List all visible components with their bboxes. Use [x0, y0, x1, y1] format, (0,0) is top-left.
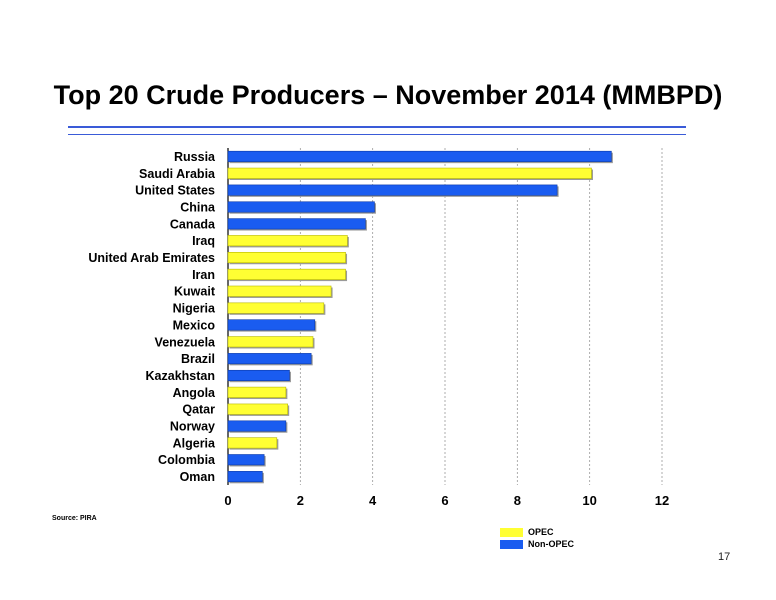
category-label: Norway — [170, 420, 215, 434]
category-label: Kazakhstan — [146, 369, 215, 383]
category-label: Algeria — [173, 436, 216, 450]
bar-united-arab-emirates — [227, 252, 346, 264]
category-label: Venezuela — [155, 335, 216, 349]
category-label: United Arab Emirates — [88, 251, 215, 265]
legend-item-non-opec: Non-OPEC — [500, 538, 574, 550]
bar-mexico — [227, 319, 316, 331]
bar-iran — [227, 268, 346, 280]
category-label: Iraq — [192, 234, 215, 248]
x-tick-label: 0 — [224, 493, 231, 508]
category-label: China — [180, 200, 216, 214]
x-tick-label: 12 — [655, 493, 669, 508]
bar-china — [227, 201, 375, 213]
category-label: Russia — [174, 150, 216, 164]
title-underline-thick — [68, 126, 686, 128]
grid-layer — [227, 148, 663, 485]
bar-venezuela — [227, 336, 314, 348]
bar-russia — [227, 150, 612, 162]
bar-kazakhstan — [227, 369, 290, 381]
bar-brazil — [227, 353, 312, 365]
legend: OPEC Non-OPEC — [500, 526, 574, 550]
title-underline-thin — [68, 134, 686, 135]
legend-swatch-non-opec — [500, 539, 523, 549]
page-title: Top 20 Crude Producers – November 2014 (… — [53, 80, 723, 110]
bar-norway — [227, 420, 287, 432]
bar-nigeria — [227, 302, 325, 314]
bar-qatar — [227, 403, 288, 415]
bar-layer — [227, 150, 613, 484]
source-note: Source: PIRA — [52, 515, 97, 522]
category-label: Qatar — [182, 403, 215, 417]
bar-angola — [227, 386, 287, 398]
x-tick-label: 6 — [441, 493, 448, 508]
category-label: Nigeria — [173, 302, 216, 316]
bar-canada — [227, 218, 366, 230]
legend-label-opec: OPEC — [528, 527, 554, 537]
category-label: Brazil — [181, 352, 215, 366]
legend-swatch-opec — [500, 527, 523, 537]
bar-saudi-arabia — [227, 167, 592, 179]
category-label: Mexico — [173, 318, 216, 332]
bar-algeria — [227, 437, 278, 449]
category-label: Canada — [170, 217, 216, 231]
category-label: Angola — [173, 386, 216, 400]
bar-kuwait — [227, 285, 332, 297]
category-label: Iran — [192, 268, 215, 282]
category-label: Colombia — [158, 453, 216, 467]
category-label: Kuwait — [174, 285, 216, 299]
bar-oman — [227, 471, 263, 483]
x-tick-label: 4 — [369, 493, 377, 508]
category-label-layer: Russia Saudi Arabia United States China Cana… — [88, 150, 216, 484]
category-label: Oman — [180, 470, 215, 484]
page-number: 17 — [718, 551, 731, 563]
bar-iraq — [227, 235, 348, 247]
legend-item-opec: OPEC — [500, 526, 574, 538]
x-tick-label: 10 — [582, 493, 596, 508]
bar-united-states — [227, 184, 558, 196]
category-label: Saudi Arabia — [139, 167, 216, 181]
category-label: United States — [135, 184, 215, 198]
tick-label-layer: 0 2 4 6 8 10 12 — [224, 493, 669, 508]
legend-label-non-opec: Non-OPEC — [528, 539, 574, 549]
bar-colombia — [227, 454, 265, 466]
x-tick-label: 2 — [297, 493, 304, 508]
x-tick-label: 8 — [514, 493, 521, 508]
